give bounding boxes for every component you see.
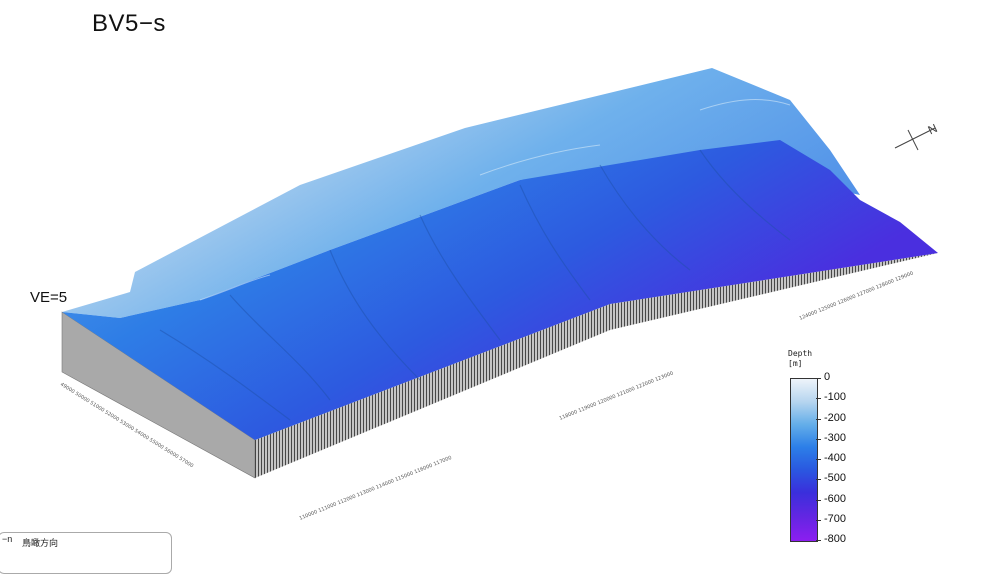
colorbar-label: -300: [824, 431, 847, 444]
colorbar-tick: [816, 378, 821, 379]
vertical-exaggeration-label: VE=5: [30, 289, 68, 306]
colorbar-label: -600: [824, 492, 847, 505]
colorbar-tick: [816, 398, 821, 400]
canyon-lines: [159, 149, 791, 421]
ridge-lines: [199, 99, 791, 301]
colorbar-tick: [816, 519, 821, 521]
colorbar-label: -100: [824, 391, 847, 404]
terrain-3d-view: 110000 111000 112000 113000 114000 11500…: [59, 68, 940, 522]
legend-title-line1: Depth: [788, 349, 813, 358]
colorbar-tick: [816, 479, 821, 481]
colorbar-label: 0: [824, 371, 831, 383]
page-title: BV5−s: [92, 10, 166, 37]
colorbar-tick: [816, 438, 821, 440]
colorbar-tick: [816, 540, 821, 541]
colorbar-label: -400: [824, 452, 847, 464]
colorbar-label: -700: [824, 512, 847, 525]
colorbar-tick: [816, 499, 821, 501]
corner-left-label: −n: [2, 534, 13, 544]
terrain-upper-shelf: [62, 68, 860, 318]
colorbar-tick: [816, 459, 821, 460]
colorbar-label: -500: [824, 472, 847, 485]
svg-text:N: N: [926, 121, 940, 137]
svg-text:110000 111000 112000 113000 11: 110000 111000 112000 113000 114000 11500…: [299, 455, 453, 522]
colorbar-label: -800: [824, 533, 847, 545]
depth-colorbar: [790, 378, 818, 542]
legend-title: Depth [m]: [788, 349, 812, 369]
legend-title-line2: [m]: [788, 359, 803, 368]
colorbar-label: -200: [824, 411, 847, 424]
svg-text:118000 119000 120000 121000 12: 118000 119000 120000 121000 122000 12300…: [559, 370, 675, 421]
north-arrow-icon: N: [894, 121, 940, 151]
colorbar-tick: [816, 418, 821, 420]
terrain-slope-surface: [62, 140, 938, 440]
corner-text: 鳥瞰方向: [22, 539, 59, 549]
